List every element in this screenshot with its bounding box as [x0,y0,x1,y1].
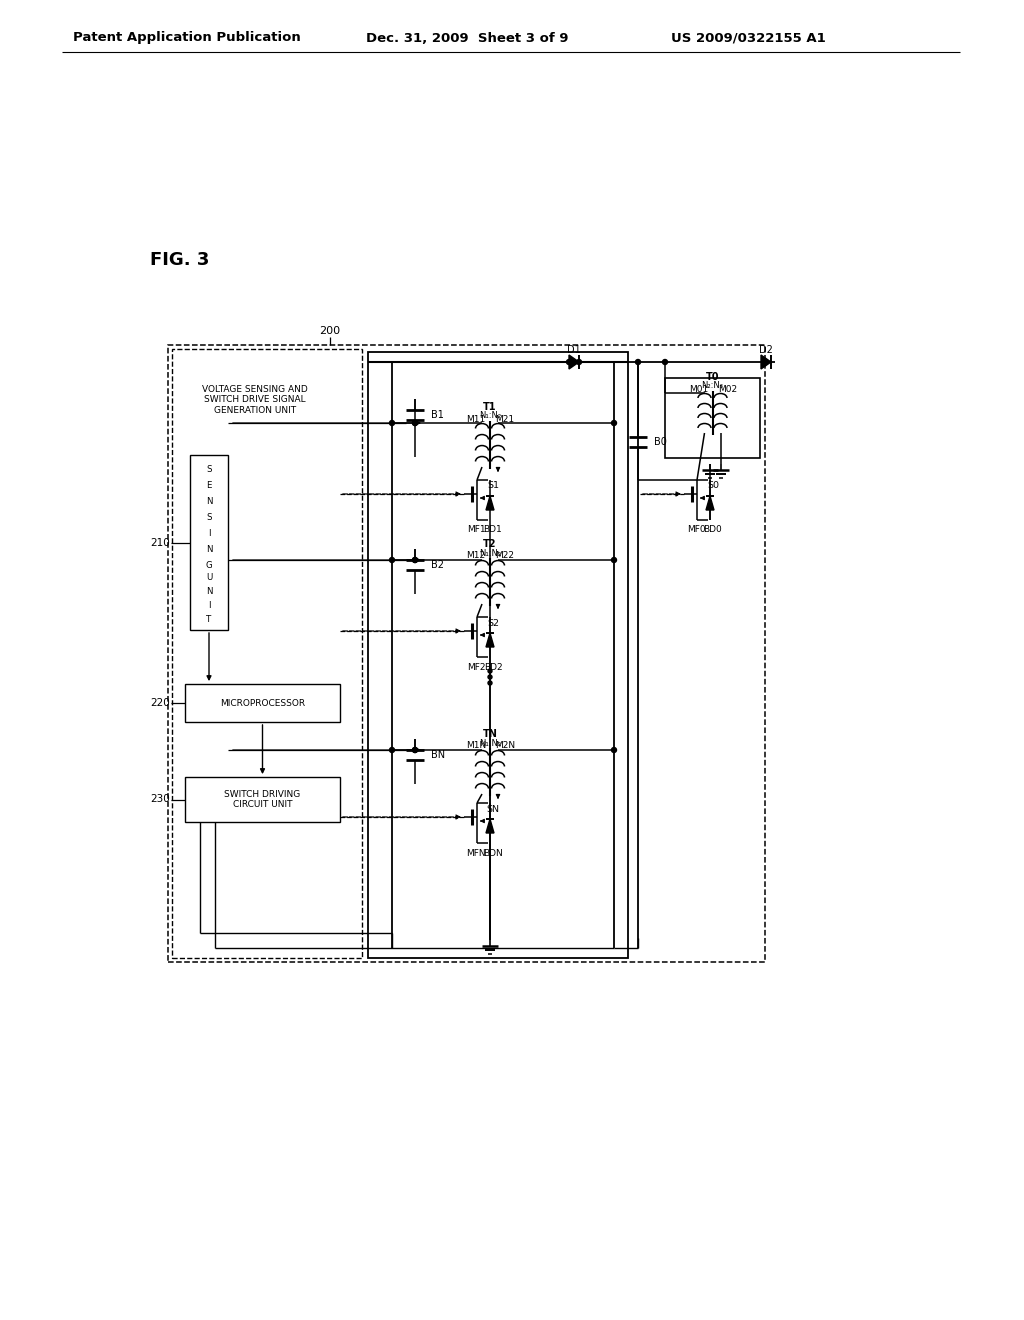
Text: FIG. 3: FIG. 3 [150,251,209,269]
Text: N: N [206,545,212,554]
Circle shape [413,421,418,425]
Text: B0: B0 [654,437,667,447]
Text: M12: M12 [467,552,485,561]
Polygon shape [486,818,494,833]
Text: T: T [207,615,212,624]
Text: BN: BN [431,750,445,760]
Text: VOLTAGE SENSING AND
SWITCH DRIVE SIGNAL
GENERATION UNIT: VOLTAGE SENSING AND SWITCH DRIVE SIGNAL … [202,385,308,414]
Polygon shape [761,355,771,370]
Circle shape [389,421,394,425]
Text: M2N: M2N [495,742,515,751]
Text: MF0: MF0 [687,525,706,535]
Polygon shape [486,496,494,510]
Text: S2: S2 [487,619,499,627]
Circle shape [566,359,571,364]
Text: 210: 210 [151,537,170,548]
Text: MF1: MF1 [467,525,485,535]
Text: Patent Application Publication: Patent Application Publication [73,32,301,45]
Bar [368,352,628,958]
Text: BD0: BD0 [703,525,722,535]
Text: N₁:N₂: N₁:N₂ [479,549,501,557]
Text: MFN: MFN [466,849,485,858]
Circle shape [488,669,492,673]
Text: U: U [206,573,212,582]
Circle shape [488,681,492,685]
Text: T0: T0 [706,372,719,381]
Text: N₂:N₃: N₂:N₃ [701,381,724,391]
Bar [172,348,362,958]
Text: B1: B1 [431,411,443,420]
Circle shape [413,747,418,752]
Text: N₁:N₂: N₁:N₂ [479,738,501,747]
Text: S1: S1 [487,482,499,491]
Text: B2: B2 [431,560,444,570]
Circle shape [611,557,616,562]
Text: M01: M01 [689,384,709,393]
Circle shape [611,421,616,425]
Text: MF2: MF2 [467,663,485,672]
Text: M02: M02 [718,384,737,393]
Bar [168,345,765,962]
Circle shape [611,747,616,752]
Circle shape [413,557,418,562]
Polygon shape [486,634,494,647]
Circle shape [488,675,492,678]
Text: S0: S0 [707,482,719,491]
Text: US 2009/0322155 A1: US 2009/0322155 A1 [671,32,825,45]
Circle shape [389,557,394,562]
Circle shape [413,747,418,752]
Text: I: I [208,602,210,610]
Text: 200: 200 [319,326,341,337]
Text: SN: SN [486,804,500,813]
Text: G: G [206,561,212,570]
Text: BD2: BD2 [483,663,503,672]
Circle shape [577,359,582,364]
Text: T1: T1 [483,403,497,412]
Text: BD1: BD1 [483,525,503,535]
Circle shape [413,557,418,562]
Text: BDN: BDN [483,849,503,858]
Text: TN: TN [482,729,498,739]
Bar [665,378,760,458]
Text: Dec. 31, 2009  Sheet 3 of 9: Dec. 31, 2009 Sheet 3 of 9 [366,32,568,45]
Text: E: E [206,482,212,491]
Text: I: I [208,529,210,539]
Bar [185,777,340,822]
Text: D1: D1 [567,345,581,355]
Text: N: N [206,587,212,597]
Text: N₁:N₂: N₁:N₂ [479,412,501,421]
Bar [185,684,340,722]
Circle shape [413,421,418,425]
Text: SWITCH DRIVING
CIRCUIT UNIT: SWITCH DRIVING CIRCUIT UNIT [224,789,301,809]
Text: S: S [206,513,212,523]
Polygon shape [569,355,579,370]
Text: MICROPROCESSOR: MICROPROCESSOR [220,698,305,708]
Text: 220: 220 [151,698,170,708]
Text: D2: D2 [759,345,773,355]
Text: M1N: M1N [466,742,486,751]
Circle shape [636,359,640,364]
Circle shape [389,747,394,752]
Text: S: S [206,466,212,474]
Circle shape [663,359,668,364]
Text: N: N [206,498,212,507]
Text: T2: T2 [483,539,497,549]
Text: 230: 230 [151,795,170,804]
Text: M21: M21 [496,414,515,424]
Text: M22: M22 [496,552,514,561]
Text: M11: M11 [466,414,485,424]
Bar [190,455,228,630]
Polygon shape [706,496,714,510]
